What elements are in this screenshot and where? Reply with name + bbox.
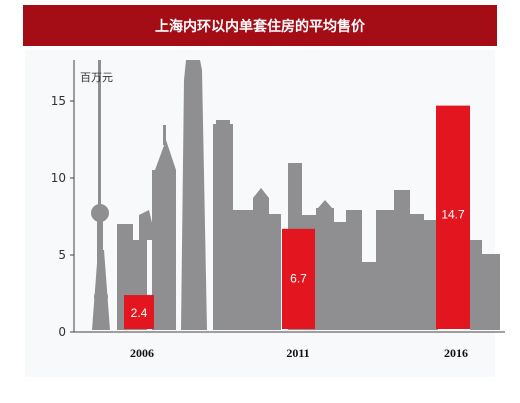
bar-value-label: 14.7 — [441, 207, 465, 221]
x-tick-label: 2011 — [286, 346, 309, 360]
bar-2011 — [282, 228, 315, 329]
skyline-silhouette — [91, 60, 500, 330]
bars-group: 2.4 6.7 14.7 — [124, 105, 470, 330]
bar-2016 — [436, 105, 470, 330]
x-labels: 2006 2011 2016 — [130, 346, 468, 360]
x-tick-label: 2016 — [444, 346, 468, 360]
chart-title: 上海内环以内单套住房的平均售价 — [23, 5, 497, 46]
y-tick-label: 10 — [51, 171, 66, 185]
bar-2006 — [124, 295, 154, 329]
y-axis-unit-label: 百万元 — [80, 71, 113, 84]
bar-value-label: 2.4 — [131, 306, 148, 320]
y-ticks: 0 5 10 15 — [51, 94, 74, 339]
y-tick-label: 0 — [58, 325, 66, 339]
bar-value-label: 6.7 — [290, 271, 307, 285]
y-tick-label: 15 — [51, 94, 66, 108]
x-tick-label: 2006 — [130, 346, 154, 360]
y-tick-label: 5 — [58, 248, 66, 262]
